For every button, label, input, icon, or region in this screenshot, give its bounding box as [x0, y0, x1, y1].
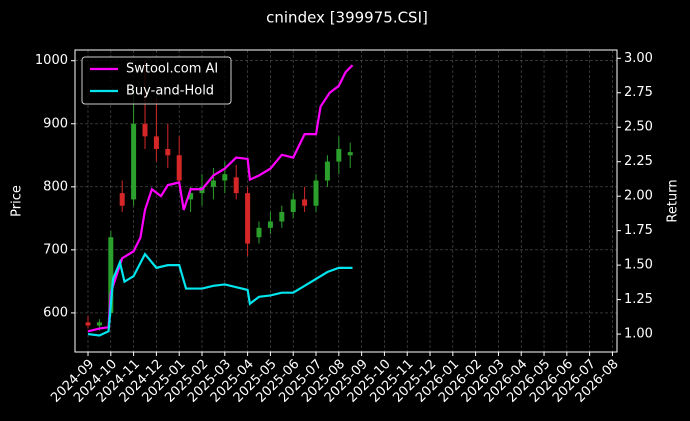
candle-body — [142, 123, 148, 137]
candle-body — [336, 148, 342, 162]
candle-body — [324, 161, 330, 181]
legend-label: Swtool.com AI — [126, 62, 218, 77]
candle-body — [222, 174, 228, 181]
y2-tick-label: 2.25 — [624, 154, 653, 169]
candle-body — [290, 199, 296, 213]
y-tick-label: 1000 — [35, 53, 68, 68]
candle-body — [302, 199, 308, 206]
y-tick-label: 600 — [43, 305, 68, 320]
candle-body — [267, 221, 273, 228]
candle-body — [165, 148, 171, 156]
candle-body — [279, 212, 285, 222]
candle-body — [256, 227, 262, 238]
chart-title: cnindex [399975.CSI] — [266, 9, 428, 27]
plot-frame — [74, 49, 618, 353]
y2-tick-label: 1.50 — [624, 258, 653, 273]
y2-tick-label: 1.25 — [624, 292, 653, 307]
y2-tick-label: 2.75 — [624, 85, 653, 100]
candle-body — [233, 177, 239, 194]
candle-body — [245, 193, 251, 244]
legend-label: Buy-and-Hold — [126, 84, 214, 99]
y2-tick-label: 1.00 — [624, 327, 653, 342]
y2-tick-label: 3.00 — [624, 51, 653, 66]
candle-body — [210, 180, 216, 187]
y2-tick-label: 2.00 — [624, 189, 653, 204]
y-tick-label: 700 — [43, 242, 68, 257]
series-line — [87, 64, 354, 333]
candle-body — [153, 136, 159, 149]
candle-body — [176, 155, 182, 181]
y2-tick-label: 2.50 — [624, 120, 653, 135]
candle-body — [108, 237, 114, 313]
y-tick-label: 800 — [43, 179, 68, 194]
candle-body — [188, 193, 194, 200]
y2-axis-label: Return — [666, 179, 681, 222]
series-line — [87, 252, 353, 337]
y2-tick-label: 1.75 — [624, 223, 653, 238]
legend-box — [81, 56, 232, 105]
y-tick-label: 900 — [43, 116, 68, 131]
candle-body — [131, 123, 137, 200]
candle-body — [119, 193, 125, 206]
candle-body — [313, 180, 319, 206]
candle-body — [96, 322, 102, 326]
candle-body — [85, 322, 91, 326]
y-axis-label: Price — [10, 185, 25, 217]
candle-body — [347, 152, 353, 156]
